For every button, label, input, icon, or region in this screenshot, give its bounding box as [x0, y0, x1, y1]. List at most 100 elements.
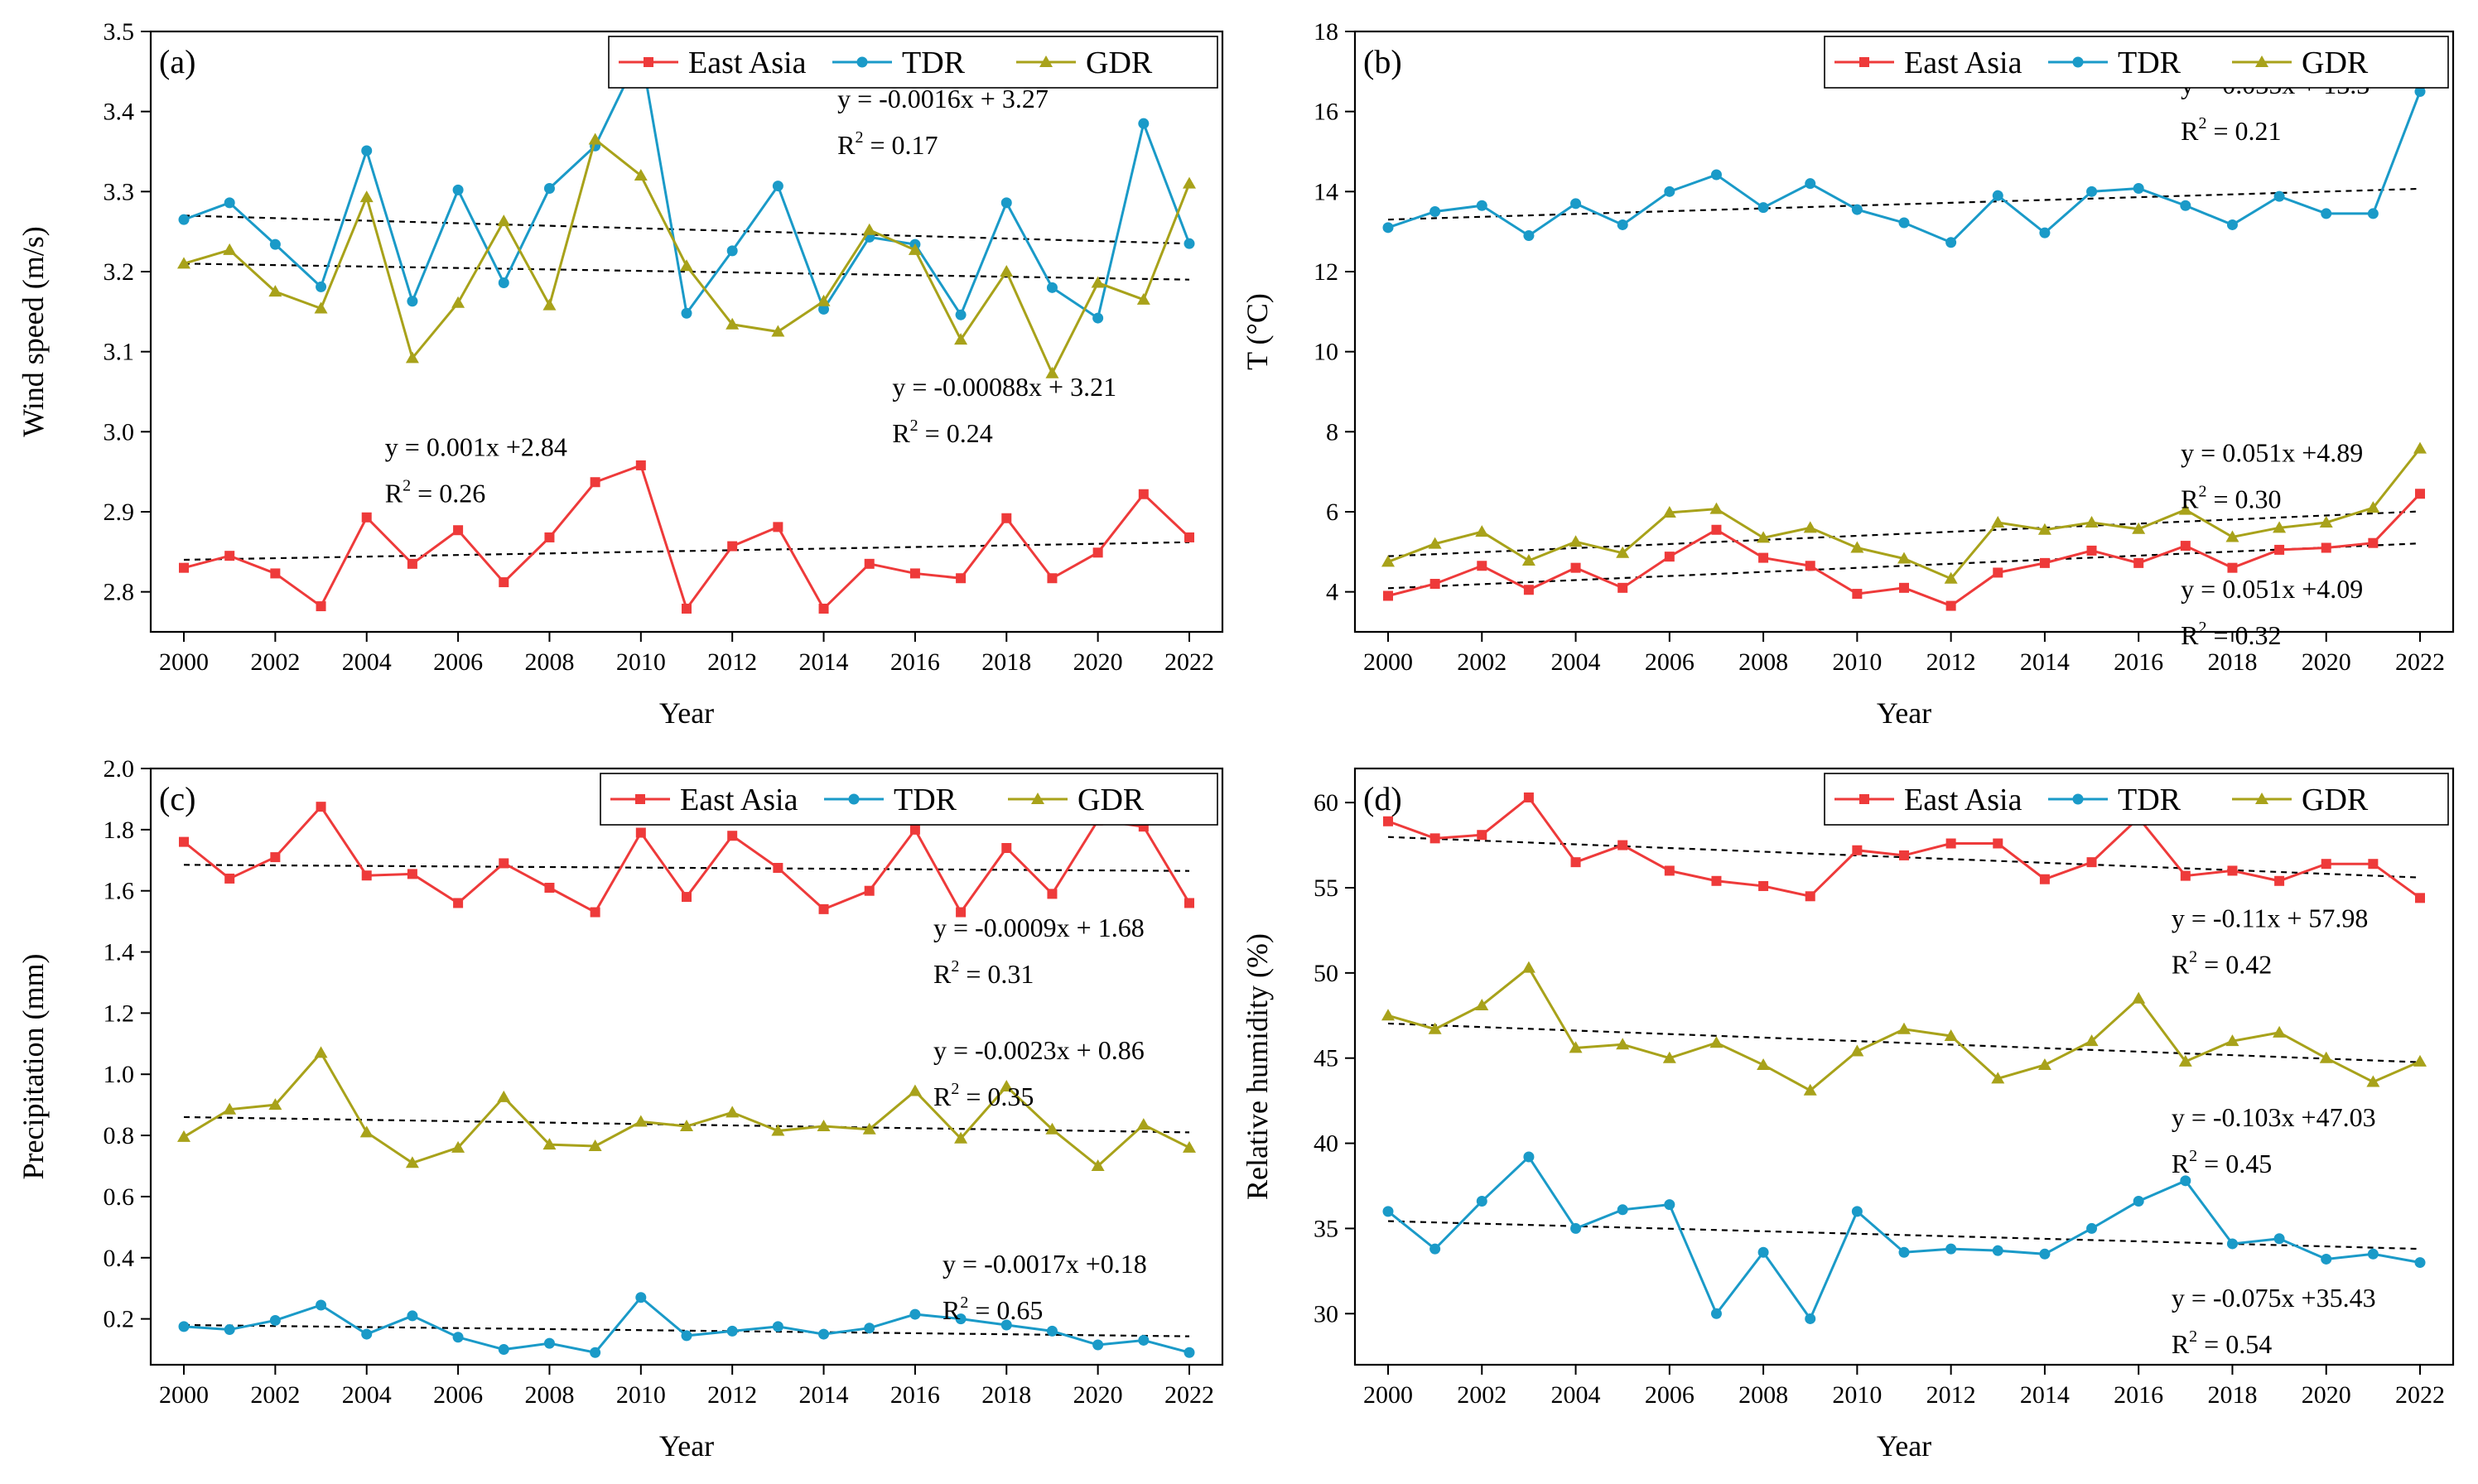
data-point-east-asia [1001, 513, 1012, 523]
data-point-east-asia [1184, 532, 1194, 542]
data-point-gdr [497, 214, 511, 227]
data-point-gdr [1757, 1058, 1771, 1070]
data-point-tdr [407, 1310, 418, 1322]
data-point-gdr [771, 325, 785, 337]
data-point-east-asia [1664, 552, 1675, 562]
y-tick-label: 3.2 [104, 258, 135, 286]
data-point-tdr [1757, 202, 1769, 214]
x-tick-label: 2018 [2207, 1381, 2257, 1409]
legend-marker-gdr [1039, 55, 1053, 67]
data-point-tdr [316, 281, 327, 292]
series-line-gdr [183, 137, 1191, 377]
data-point-tdr [1184, 1347, 1195, 1358]
data-point-east-asia [1945, 600, 1956, 611]
data-point-east-asia [864, 885, 875, 896]
data-point-east-asia [1993, 567, 2003, 578]
data-point-gdr [634, 169, 648, 181]
data-point-gdr [1045, 1122, 1059, 1135]
data-point-gdr [1897, 1022, 1911, 1034]
data-point-east-asia [2086, 857, 2097, 868]
data-point-east-asia [773, 863, 783, 873]
legend-label: TDR [2118, 46, 2182, 80]
data-point-tdr [1092, 1339, 1104, 1351]
x-tick-label: 2012 [1926, 1381, 1976, 1409]
legend-label: GDR [2302, 783, 2369, 817]
data-point-gdr [2366, 1075, 2380, 1087]
data-point-gdr [1662, 505, 1676, 518]
trend-line-east-asia [183, 541, 1190, 561]
data-point-gdr [542, 298, 557, 311]
data-point-tdr [1945, 237, 1957, 248]
data-point-gdr [771, 1124, 785, 1136]
data-point-east-asia [818, 603, 829, 614]
x-tick-label: 2022 [2395, 1381, 2445, 1409]
legend-marker-east-asia [1859, 57, 1869, 67]
plot-frame [149, 767, 1224, 1366]
data-point-tdr [2133, 1196, 2144, 1207]
trend-line-tdr [1387, 1220, 2421, 1250]
data-point-gdr [2085, 1034, 2099, 1047]
data-point-east-asia [1429, 579, 1440, 589]
x-tick-label: 2004 [342, 648, 392, 676]
data-point-tdr [2180, 1175, 2191, 1187]
legend-label: TDR [2118, 783, 2182, 817]
data-point-gdr [2225, 530, 2239, 542]
r-squared-label: R2 = 0.35 [933, 1080, 1034, 1111]
data-point-tdr [1046, 1325, 1058, 1337]
data-point-east-asia [2133, 557, 2144, 568]
r-squared-value: 0.30 [2235, 484, 2282, 514]
y-tick-label: 1.6 [104, 878, 135, 905]
legend-marker-east-asia [1859, 794, 1869, 804]
data-point-east-asia [1383, 590, 1393, 601]
legend-label: East Asia [1904, 783, 2022, 817]
data-point-tdr [818, 303, 830, 315]
r-squared-label: R2 = 0.45 [2172, 1147, 2272, 1178]
x-tick-label: 2022 [1164, 648, 1214, 676]
r-squared-label: R2 = 0.30 [2181, 483, 2281, 514]
data-point-gdr [908, 243, 922, 255]
data-point-tdr [1898, 1246, 1910, 1258]
data-point-east-asia [1852, 845, 1863, 855]
data-point-gdr [2273, 521, 2287, 533]
data-point-east-asia [1383, 816, 1393, 826]
r-squared-value: 0.35 [987, 1082, 1034, 1111]
panel-c: 2000 2002 2004 2006 2008 2010 2012 2014 2016 2018… [17, 755, 1224, 1462]
data-point-tdr [224, 197, 235, 209]
x-axis-label: Year [1877, 696, 1931, 730]
data-point-east-asia [909, 824, 920, 835]
data-point-east-asia [1945, 838, 1956, 849]
data-point-tdr [2367, 208, 2379, 219]
legend-label: TDR [894, 783, 957, 817]
plot-frame [1353, 30, 2455, 634]
data-point-east-asia [727, 541, 738, 552]
r-squared-value: 0.45 [2225, 1149, 2272, 1178]
data-point-east-asia [270, 568, 281, 579]
data-point-gdr [1850, 1044, 1864, 1057]
data-point-east-asia [1429, 833, 1440, 844]
x-axis-label: Year [1877, 1429, 1931, 1462]
legend-label: East Asia [1904, 46, 2022, 80]
r-squared-label: R2 = 0.31 [933, 957, 1034, 989]
data-point-tdr [1945, 1243, 1957, 1255]
data-point-east-asia [407, 869, 417, 879]
data-point-gdr [1000, 265, 1014, 277]
y-tick-label: 10 [1314, 339, 1338, 366]
data-point-tdr [498, 1344, 509, 1356]
data-point-gdr [588, 132, 602, 145]
y-axis-label: Relative humidity (%) [1241, 933, 1274, 1200]
data-point-gdr [954, 1131, 968, 1144]
legend: East Asia TDR GDR [1824, 36, 2449, 89]
data-point-gdr [908, 1084, 922, 1096]
x-tick-label: 2014 [799, 1381, 849, 1409]
data-point-gdr [1709, 1036, 1724, 1048]
data-point-east-asia [1047, 573, 1058, 584]
data-point-tdr [2086, 186, 2098, 197]
r-squared-value: 0.65 [996, 1295, 1043, 1325]
data-point-tdr [2039, 1248, 2051, 1260]
data-point-tdr [407, 296, 418, 307]
y-tick-label: 55 [1314, 874, 1338, 902]
y-tick-label: 1.2 [104, 1000, 135, 1027]
data-point-tdr [452, 184, 464, 195]
data-point-gdr [1709, 502, 1724, 514]
